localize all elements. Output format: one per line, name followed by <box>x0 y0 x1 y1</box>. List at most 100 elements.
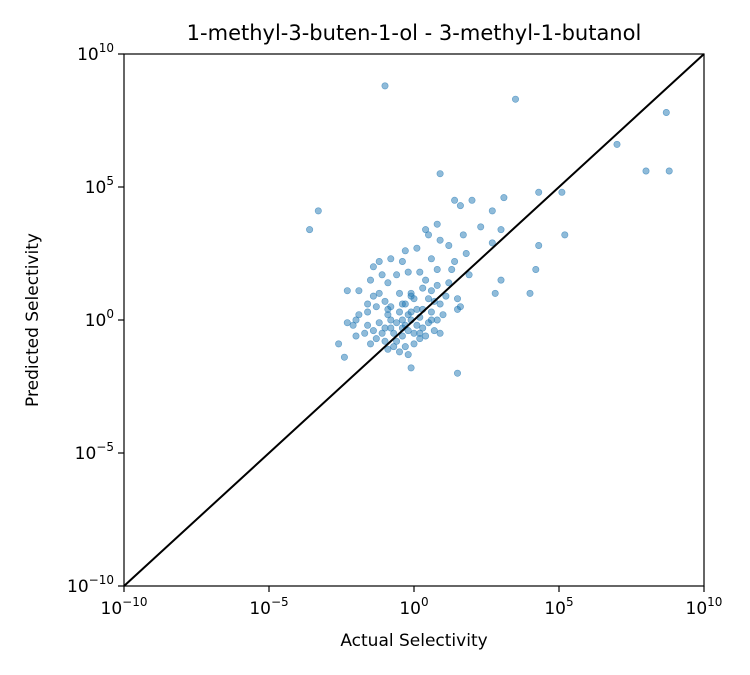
data-point <box>451 196 459 204</box>
data-point <box>535 242 543 250</box>
y-tick-label: 1010 <box>77 41 114 65</box>
tick-base: 10 <box>77 45 99 65</box>
chart-title: 1-methyl-3-buten-1-ol - 3-methyl-1-butan… <box>187 21 642 45</box>
data-point <box>404 351 412 359</box>
data-point <box>419 284 427 292</box>
tick-exponent: −5 <box>271 595 289 609</box>
data-point <box>413 321 421 329</box>
data-point <box>416 329 424 337</box>
data-point <box>401 343 409 351</box>
data-point <box>424 295 432 303</box>
data-point <box>390 343 398 351</box>
data-point <box>662 109 670 117</box>
data-point <box>459 231 467 239</box>
data-point <box>451 257 459 265</box>
data-point <box>352 332 360 340</box>
data-point <box>375 319 383 327</box>
data-point <box>453 305 461 313</box>
data-point <box>477 223 485 231</box>
data-point <box>453 369 461 377</box>
data-point <box>398 332 406 340</box>
tick-exponent: −10 <box>122 595 147 609</box>
data-point <box>381 324 389 332</box>
x-tick-label: 105 <box>544 595 573 619</box>
tick-base: 10 <box>101 599 123 619</box>
data-point <box>375 289 383 297</box>
x-axis-label: Actual Selectivity <box>340 631 487 651</box>
tick-base: 10 <box>399 599 421 619</box>
data-point <box>526 289 534 297</box>
data-point <box>416 268 424 276</box>
data-point <box>500 194 508 202</box>
data-point <box>462 250 470 258</box>
data-point <box>448 265 456 273</box>
data-point <box>375 257 383 265</box>
tick-exponent: −5 <box>96 440 114 454</box>
data-point <box>488 207 496 215</box>
data-point <box>491 289 499 297</box>
tick-base: 10 <box>75 444 97 464</box>
data-point <box>422 276 430 284</box>
data-point <box>387 316 395 324</box>
data-point <box>535 188 543 196</box>
tick-base: 10 <box>249 599 271 619</box>
data-point <box>384 345 392 353</box>
tick-exponent: 0 <box>421 595 429 609</box>
tick-exponent: 5 <box>566 595 574 609</box>
data-point <box>561 231 569 239</box>
data-point <box>404 327 412 335</box>
data-point <box>340 353 348 361</box>
x-tick-label: 10−10 <box>101 595 148 619</box>
data-point <box>433 316 441 324</box>
tick-exponent: 5 <box>106 174 114 188</box>
data-point <box>613 140 621 148</box>
data-point <box>355 287 363 295</box>
data-point <box>390 329 398 337</box>
y-tick-label: 10−10 <box>67 573 114 597</box>
data-point <box>314 207 322 215</box>
data-point <box>665 167 673 175</box>
data-point <box>372 303 380 311</box>
tick-base: 10 <box>67 577 89 597</box>
data-point <box>407 292 415 300</box>
data-point <box>436 236 444 244</box>
data-point <box>387 324 395 332</box>
data-point <box>445 279 453 287</box>
data-point <box>343 319 351 327</box>
data-point <box>398 257 406 265</box>
data-point <box>387 255 395 263</box>
data-point <box>352 316 360 324</box>
data-point <box>511 95 519 103</box>
data-point <box>369 263 377 271</box>
data-point <box>378 329 386 337</box>
data-point <box>433 265 441 273</box>
data-point <box>401 300 409 308</box>
data-point <box>558 188 566 196</box>
x-tick-label: 10−5 <box>249 595 288 619</box>
tick-base: 10 <box>544 599 566 619</box>
data-point <box>413 244 421 252</box>
data-point <box>393 319 401 327</box>
data-point <box>439 311 447 319</box>
data-point <box>372 335 380 343</box>
tick-base: 10 <box>686 599 708 619</box>
data-point <box>366 340 374 348</box>
data-point <box>335 340 343 348</box>
data-point <box>413 305 421 313</box>
data-point <box>343 287 351 295</box>
data-point <box>427 255 435 263</box>
data-point <box>410 329 418 337</box>
data-point <box>381 337 389 345</box>
data-point <box>384 279 392 287</box>
tick-base: 10 <box>85 311 107 331</box>
data-point <box>369 327 377 335</box>
data-point <box>419 324 427 332</box>
data-point <box>532 265 540 273</box>
data-point <box>497 226 505 234</box>
data-point <box>427 287 435 295</box>
data-point <box>468 196 476 204</box>
data-point <box>430 327 438 335</box>
tick-exponent: 10 <box>707 595 722 609</box>
data-point <box>407 364 415 372</box>
